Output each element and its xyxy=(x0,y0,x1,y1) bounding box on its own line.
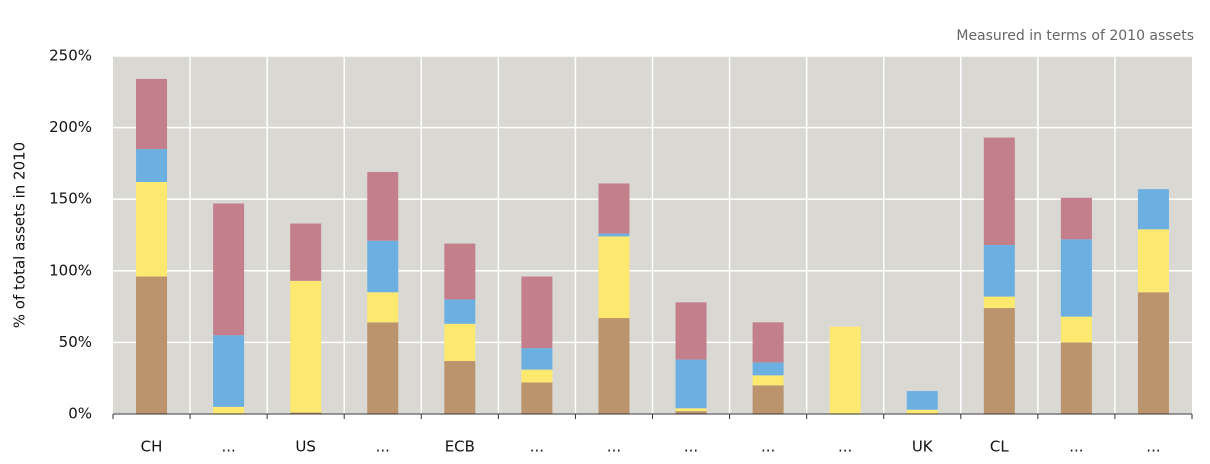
bar-segment xyxy=(675,359,707,409)
bar-segment xyxy=(444,361,476,414)
x-tick-label: UK xyxy=(912,438,934,456)
x-tick-label: ... xyxy=(1069,438,1083,456)
bar-segment xyxy=(598,233,630,237)
bar-segment xyxy=(675,302,707,360)
bar-segment xyxy=(1060,316,1092,343)
bar-segment xyxy=(983,308,1015,414)
bar-segment xyxy=(829,326,861,414)
bar-segment xyxy=(136,276,168,414)
x-tick-label: ... xyxy=(376,438,390,456)
bar-segment xyxy=(290,223,322,281)
bar-segment xyxy=(367,322,399,414)
bar-segment xyxy=(983,137,1015,246)
bar-segment xyxy=(1060,239,1092,317)
bar-segment xyxy=(1137,229,1169,293)
y-axis-label: % of total assets in 2010 xyxy=(11,142,29,328)
bar-segment xyxy=(983,296,1015,309)
bar-segment xyxy=(598,183,630,234)
bar-segment xyxy=(136,182,168,277)
bar-segment xyxy=(675,408,707,412)
x-tick-label: ... xyxy=(1146,438,1160,456)
x-tick-label: ... xyxy=(684,438,698,456)
bar-segment xyxy=(521,369,553,383)
bar-segment xyxy=(290,412,322,414)
x-tick-label: CL xyxy=(990,438,1009,456)
bar-segment xyxy=(521,276,553,349)
y-tick-label: 250% xyxy=(49,47,92,65)
bar-segment xyxy=(675,411,707,414)
y-tick-label: 150% xyxy=(49,190,92,208)
x-tick-label: ECB xyxy=(445,438,475,456)
bar-segment xyxy=(521,382,553,414)
bar-segment xyxy=(213,335,245,407)
x-tick-label: ... xyxy=(221,438,235,456)
bar-segment xyxy=(1137,292,1169,414)
y-tick-label: 200% xyxy=(49,118,92,136)
bar-segment xyxy=(521,348,553,370)
bar-segment xyxy=(752,375,784,386)
bar-segment xyxy=(752,322,784,363)
bar-segment xyxy=(213,406,245,414)
x-tick-label: ... xyxy=(838,438,852,456)
x-tick-label: CH xyxy=(141,438,163,456)
bar-segment xyxy=(1060,197,1092,240)
bar-segment xyxy=(1137,189,1169,230)
bar-segment xyxy=(983,245,1015,297)
bar-segment xyxy=(752,362,784,376)
x-tick-label: ... xyxy=(607,438,621,456)
bar-segment xyxy=(136,78,168,150)
bar-segment xyxy=(752,385,784,414)
bar-segment xyxy=(598,318,630,414)
bar-segment xyxy=(444,299,476,324)
y-tick-label: 0% xyxy=(68,405,92,423)
chart-subtitle: Measured in terms of 2010 assets xyxy=(956,28,1194,44)
bar-segment xyxy=(444,323,476,362)
bar-segment xyxy=(213,203,245,336)
x-tick-label: ... xyxy=(761,438,775,456)
x-tick-label: US xyxy=(295,438,316,456)
bar-segment xyxy=(367,292,399,323)
bar-segment xyxy=(290,280,322,413)
bar-segment xyxy=(367,171,399,241)
x-tick-label: ... xyxy=(530,438,544,456)
bar-segment xyxy=(1060,342,1092,414)
bar-segment xyxy=(598,236,630,319)
y-tick-label: 50% xyxy=(59,333,92,351)
bar-segment xyxy=(136,149,168,183)
y-tick-label: 100% xyxy=(49,261,92,279)
bar-segment xyxy=(906,391,938,410)
bar-segment xyxy=(444,243,476,300)
bar-segment xyxy=(367,240,399,293)
bar-segment xyxy=(906,409,938,414)
